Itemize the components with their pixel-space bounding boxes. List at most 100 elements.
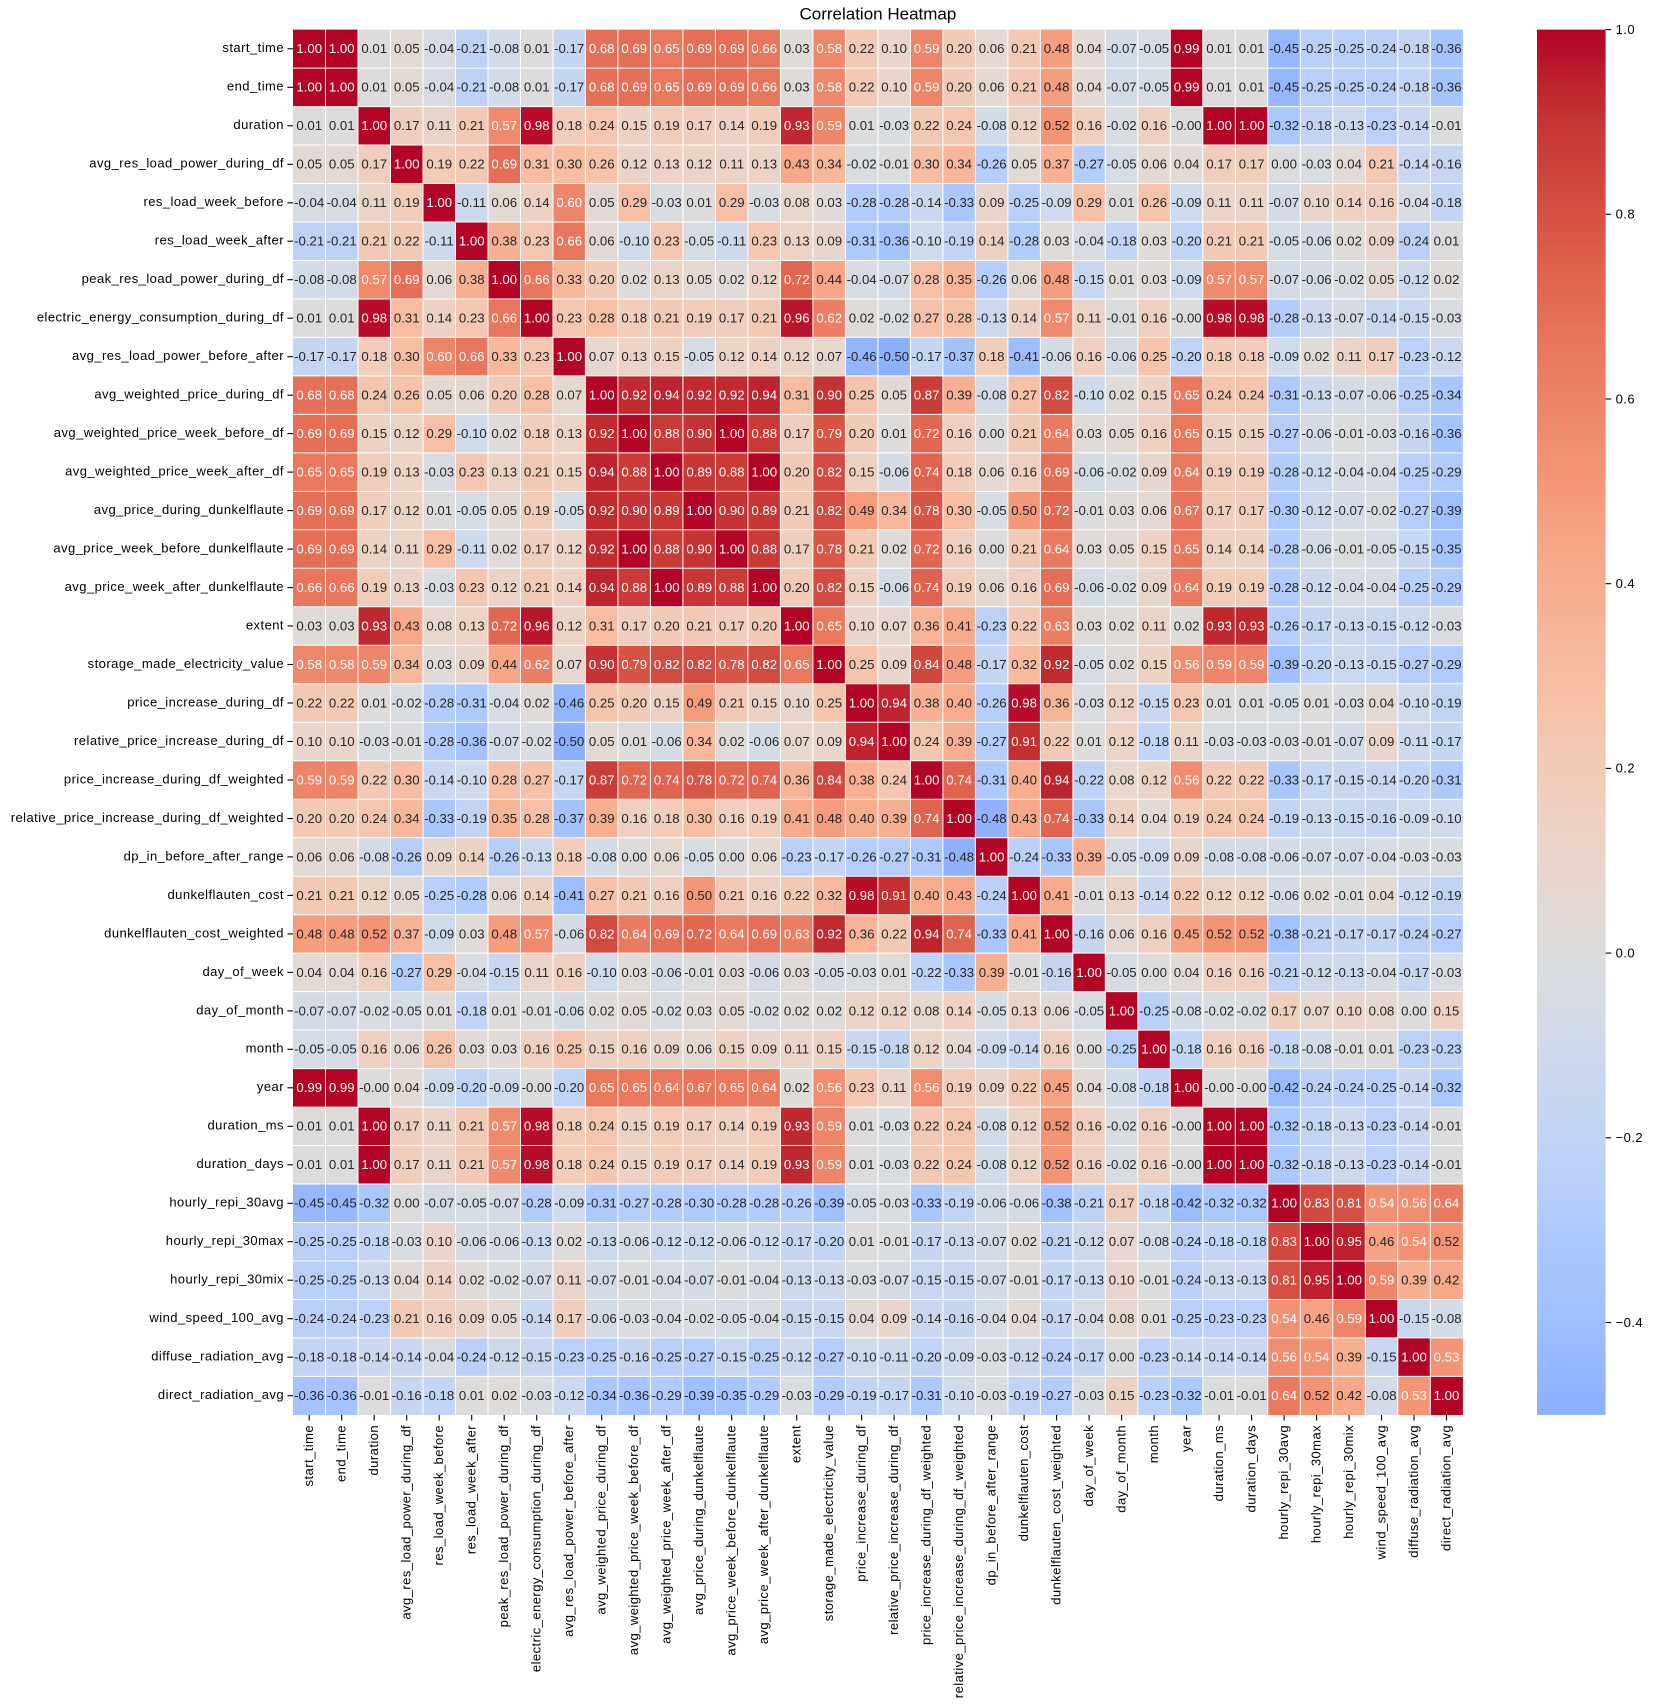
svg-text:-0.37: -0.37 bbox=[554, 811, 584, 826]
svg-text:0.01: 0.01 bbox=[686, 195, 712, 210]
svg-text:-0.06: -0.06 bbox=[457, 1234, 487, 1249]
svg-text:-0.05: -0.05 bbox=[1074, 657, 1104, 672]
svg-text:-0.34: -0.34 bbox=[587, 1388, 617, 1403]
svg-text:-0.07: -0.07 bbox=[522, 1273, 552, 1288]
svg-text:-0.06: -0.06 bbox=[879, 580, 909, 595]
svg-text:-0.13: -0.13 bbox=[1334, 1119, 1364, 1134]
svg-text:0.52: 0.52 bbox=[1239, 926, 1265, 941]
svg-text:0.05: 0.05 bbox=[589, 195, 615, 210]
svg-text:wind_speed_100_avg: wind_speed_100_avg bbox=[148, 1310, 284, 1325]
svg-text:0.17: 0.17 bbox=[719, 311, 745, 326]
svg-text:0.12: 0.12 bbox=[491, 580, 517, 595]
svg-text:0.15: 0.15 bbox=[816, 1042, 842, 1057]
svg-text:-0.16: -0.16 bbox=[1074, 926, 1104, 941]
svg-text:-0.01: -0.01 bbox=[1074, 503, 1104, 518]
svg-text:0.06: 0.06 bbox=[296, 849, 322, 864]
svg-text:-0.31: -0.31 bbox=[457, 695, 487, 710]
svg-text:0.01: 0.01 bbox=[1206, 80, 1232, 95]
svg-text:0.03: 0.03 bbox=[1044, 234, 1070, 249]
svg-text:0.14: 0.14 bbox=[1011, 311, 1037, 326]
svg-text:-0.32: -0.32 bbox=[359, 1196, 389, 1211]
svg-text:0.17: 0.17 bbox=[394, 118, 420, 133]
svg-text:0.98: 0.98 bbox=[849, 888, 875, 903]
svg-text:0.08: 0.08 bbox=[426, 618, 452, 633]
svg-text:0.24: 0.24 bbox=[1206, 811, 1232, 826]
svg-text:-0.08: -0.08 bbox=[294, 272, 324, 287]
svg-text:-0.46: -0.46 bbox=[847, 349, 877, 364]
svg-text:avg_res_load_power_during_df: avg_res_load_power_during_df bbox=[89, 156, 284, 171]
svg-text:1.00: 1.00 bbox=[1304, 1234, 1330, 1249]
svg-text:-0.24: -0.24 bbox=[1334, 1080, 1364, 1095]
svg-text:0.21: 0.21 bbox=[784, 503, 810, 518]
svg-text:-0.33: -0.33 bbox=[912, 1196, 942, 1211]
svg-text:0.16: 0.16 bbox=[1369, 195, 1395, 210]
svg-text:0.22: 0.22 bbox=[1011, 618, 1037, 633]
svg-text:-0.00: -0.00 bbox=[1172, 311, 1202, 326]
svg-text:storage_made_electricity_value: storage_made_electricity_value bbox=[88, 656, 284, 671]
svg-text:0.09: 0.09 bbox=[979, 1080, 1005, 1095]
svg-text:0.79: 0.79 bbox=[816, 426, 842, 441]
svg-text:-0.25: -0.25 bbox=[749, 1350, 779, 1365]
svg-text:0.90: 0.90 bbox=[686, 542, 712, 557]
svg-text:0.00: 0.00 bbox=[1271, 157, 1297, 172]
svg-text:-0.13: -0.13 bbox=[587, 1234, 617, 1249]
svg-text:0.22: 0.22 bbox=[329, 695, 355, 710]
svg-text:0.54: 0.54 bbox=[1271, 1311, 1297, 1326]
svg-text:0.00: 0.00 bbox=[1109, 1350, 1135, 1365]
svg-text:-0.19: -0.19 bbox=[847, 1388, 877, 1403]
svg-text:0.32: 0.32 bbox=[816, 888, 842, 903]
svg-text:-0.04: -0.04 bbox=[749, 1311, 779, 1326]
svg-text:0.84: 0.84 bbox=[816, 772, 842, 787]
svg-text:-0.23: -0.23 bbox=[1366, 118, 1396, 133]
svg-text:0.00: 0.00 bbox=[1401, 1003, 1427, 1018]
svg-text:0.05: 0.05 bbox=[719, 1003, 745, 1018]
svg-text:-0.05: -0.05 bbox=[457, 1196, 487, 1211]
svg-text:0.13: 0.13 bbox=[751, 157, 777, 172]
svg-text:0.16: 0.16 bbox=[426, 1311, 452, 1326]
svg-text:-0.10: -0.10 bbox=[587, 965, 617, 980]
svg-text:-0.03: -0.03 bbox=[1269, 734, 1299, 749]
svg-text:0.69: 0.69 bbox=[719, 80, 745, 95]
svg-text:0.16: 0.16 bbox=[1011, 465, 1037, 480]
svg-text:0.19: 0.19 bbox=[654, 1119, 680, 1134]
svg-text:0.12: 0.12 bbox=[621, 157, 647, 172]
svg-text:-0.21: -0.21 bbox=[327, 234, 357, 249]
svg-text:0.12: 0.12 bbox=[1239, 888, 1265, 903]
svg-text:-0.36: -0.36 bbox=[327, 1388, 357, 1403]
svg-text:1.00: 1.00 bbox=[296, 41, 322, 56]
svg-text:0.16: 0.16 bbox=[1141, 926, 1167, 941]
svg-text:-0.11: -0.11 bbox=[717, 234, 746, 249]
svg-text:0.60: 0.60 bbox=[426, 349, 452, 364]
svg-text:-0.04: -0.04 bbox=[1074, 234, 1104, 249]
svg-text:-0.18: -0.18 bbox=[1139, 734, 1169, 749]
svg-text:0.48: 0.48 bbox=[1044, 41, 1070, 56]
svg-text:0.66: 0.66 bbox=[556, 234, 582, 249]
svg-text:0.21: 0.21 bbox=[621, 888, 647, 903]
svg-text:-0.08: -0.08 bbox=[1107, 1080, 1137, 1095]
svg-text:-0.26: -0.26 bbox=[782, 1196, 812, 1211]
svg-text:-0.12: -0.12 bbox=[1399, 618, 1429, 633]
svg-text:0.36: 0.36 bbox=[849, 926, 875, 941]
svg-text:0.01: 0.01 bbox=[329, 1157, 355, 1172]
svg-text:0.48: 0.48 bbox=[816, 811, 842, 826]
svg-text:0.09: 0.09 bbox=[426, 849, 452, 864]
svg-text:0.04: 0.04 bbox=[946, 1042, 972, 1057]
svg-text:0.63: 0.63 bbox=[1044, 618, 1070, 633]
svg-text:0.08: 0.08 bbox=[784, 195, 810, 210]
svg-text:0.14: 0.14 bbox=[524, 888, 550, 903]
svg-text:relative_price_increase_during: relative_price_increase_during_df bbox=[74, 733, 284, 748]
svg-text:-0.17: -0.17 bbox=[327, 349, 357, 364]
svg-text:0.45: 0.45 bbox=[1044, 1080, 1070, 1095]
svg-text:-0.07: -0.07 bbox=[327, 1003, 357, 1018]
svg-text:0.15: 0.15 bbox=[654, 349, 680, 364]
svg-text:0.01: 0.01 bbox=[329, 1119, 355, 1134]
svg-text:1.00: 1.00 bbox=[459, 234, 485, 249]
svg-text:0.88: 0.88 bbox=[719, 465, 745, 480]
svg-text:-0.29: -0.29 bbox=[1431, 580, 1461, 595]
svg-text:-0.25: -0.25 bbox=[294, 1234, 324, 1249]
svg-text:1.00: 1.00 bbox=[1174, 1080, 1200, 1095]
svg-text:0.96: 0.96 bbox=[784, 311, 810, 326]
svg-text:-0.04: -0.04 bbox=[749, 1273, 779, 1288]
svg-text:-0.18: -0.18 bbox=[1302, 118, 1332, 133]
svg-text:0.57: 0.57 bbox=[524, 926, 550, 941]
